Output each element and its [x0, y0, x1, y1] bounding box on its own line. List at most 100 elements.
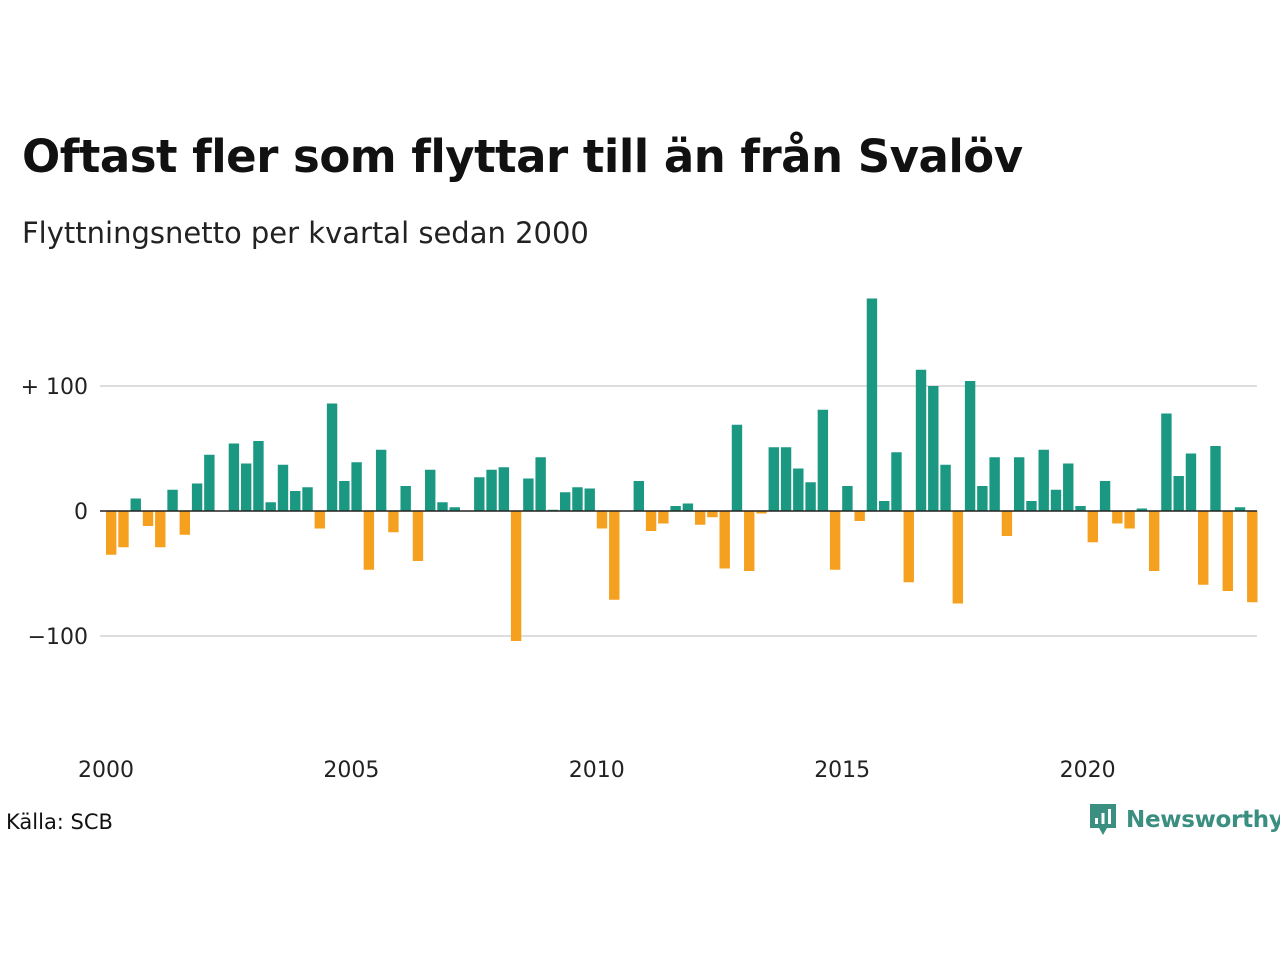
bar [1185, 453, 1197, 511]
bar [596, 511, 608, 529]
bar [400, 486, 411, 511]
bar [425, 469, 436, 511]
bar [989, 457, 1000, 511]
bar [204, 454, 215, 511]
bar [780, 447, 792, 511]
bar [928, 386, 939, 511]
bar [670, 506, 681, 511]
bar [326, 403, 338, 511]
bar [694, 511, 706, 525]
bar [179, 511, 191, 535]
bar [879, 501, 890, 511]
bar [388, 511, 399, 533]
bar [412, 511, 424, 561]
bar [191, 483, 203, 511]
bar [1198, 511, 1209, 585]
bar [719, 511, 730, 569]
bar [1099, 481, 1111, 511]
bar [339, 481, 350, 511]
bar [228, 443, 240, 511]
bar [510, 511, 522, 641]
bar [915, 369, 927, 511]
x-tick-label: 2000 [78, 758, 134, 783]
bar [817, 409, 829, 511]
bar [498, 467, 510, 511]
bar [363, 511, 375, 570]
bar [265, 502, 276, 511]
gridlines [100, 385, 1257, 637]
bar [645, 511, 657, 531]
x-tick-label: 2020 [1060, 758, 1116, 783]
x-tick-label: 2010 [569, 758, 625, 783]
bar [977, 486, 988, 511]
bar [1210, 446, 1221, 511]
bar [964, 381, 976, 511]
bar [1161, 413, 1172, 511]
bar [1038, 449, 1049, 511]
bar [829, 511, 841, 570]
bar [1222, 511, 1233, 591]
bar [155, 511, 166, 548]
bar [1124, 511, 1135, 529]
bar [253, 441, 264, 511]
bar [535, 457, 546, 511]
bar [1148, 511, 1160, 571]
bar [1063, 463, 1074, 511]
bar [290, 491, 301, 511]
bar [240, 463, 252, 511]
bar [474, 477, 485, 511]
bar [584, 488, 595, 511]
y-tick-label: −100 [28, 625, 88, 650]
x-tick-label: 2005 [323, 758, 379, 783]
x-tick-label: 2015 [814, 758, 870, 783]
bar [744, 511, 755, 571]
brand-name: Newsworthy [1126, 807, 1280, 833]
bar [609, 511, 620, 600]
bar [866, 298, 878, 511]
bar [314, 511, 325, 529]
chart-title: Oftast fler som flyttar till än från Sva… [22, 130, 1023, 183]
bar [1075, 506, 1086, 511]
bar [658, 511, 669, 524]
bar [1234, 507, 1246, 511]
bar [1112, 511, 1123, 524]
bar [167, 489, 178, 511]
bar [572, 487, 583, 511]
bar [375, 449, 387, 511]
newsworthy-logo: Newsworthy [1088, 800, 1280, 840]
bar [842, 486, 853, 511]
bar [1247, 511, 1258, 603]
bar [707, 511, 718, 518]
bar [437, 502, 448, 511]
bar [559, 492, 571, 511]
chart-subtitle: Flyttningsnetto per kvartal sedan 2000 [22, 216, 589, 250]
bar [891, 452, 902, 511]
newsworthy-logo-icon [1090, 804, 1116, 835]
bar [106, 511, 117, 555]
bar [633, 481, 645, 511]
bar [351, 462, 362, 511]
bar [486, 469, 497, 511]
y-tick-label: + 100 [21, 375, 88, 400]
bar [1026, 501, 1037, 511]
bar [1173, 476, 1184, 511]
bar [805, 482, 816, 511]
bar [952, 511, 964, 604]
bar [277, 464, 289, 511]
bars [106, 298, 1258, 641]
source-note: Källa: SCB [6, 810, 113, 834]
bar [903, 511, 914, 583]
bar [1013, 457, 1025, 511]
y-tick-label: 0 [74, 500, 88, 525]
bar [682, 503, 694, 511]
bar [523, 478, 534, 511]
bar [449, 507, 460, 511]
x-axis-ticks: 2000 2005 2010 2015 2020 [78, 758, 1116, 783]
bar [130, 498, 141, 511]
bar [854, 511, 865, 521]
bar [1136, 508, 1148, 511]
bar [142, 511, 154, 526]
bar [1087, 511, 1098, 543]
bar [793, 468, 804, 511]
